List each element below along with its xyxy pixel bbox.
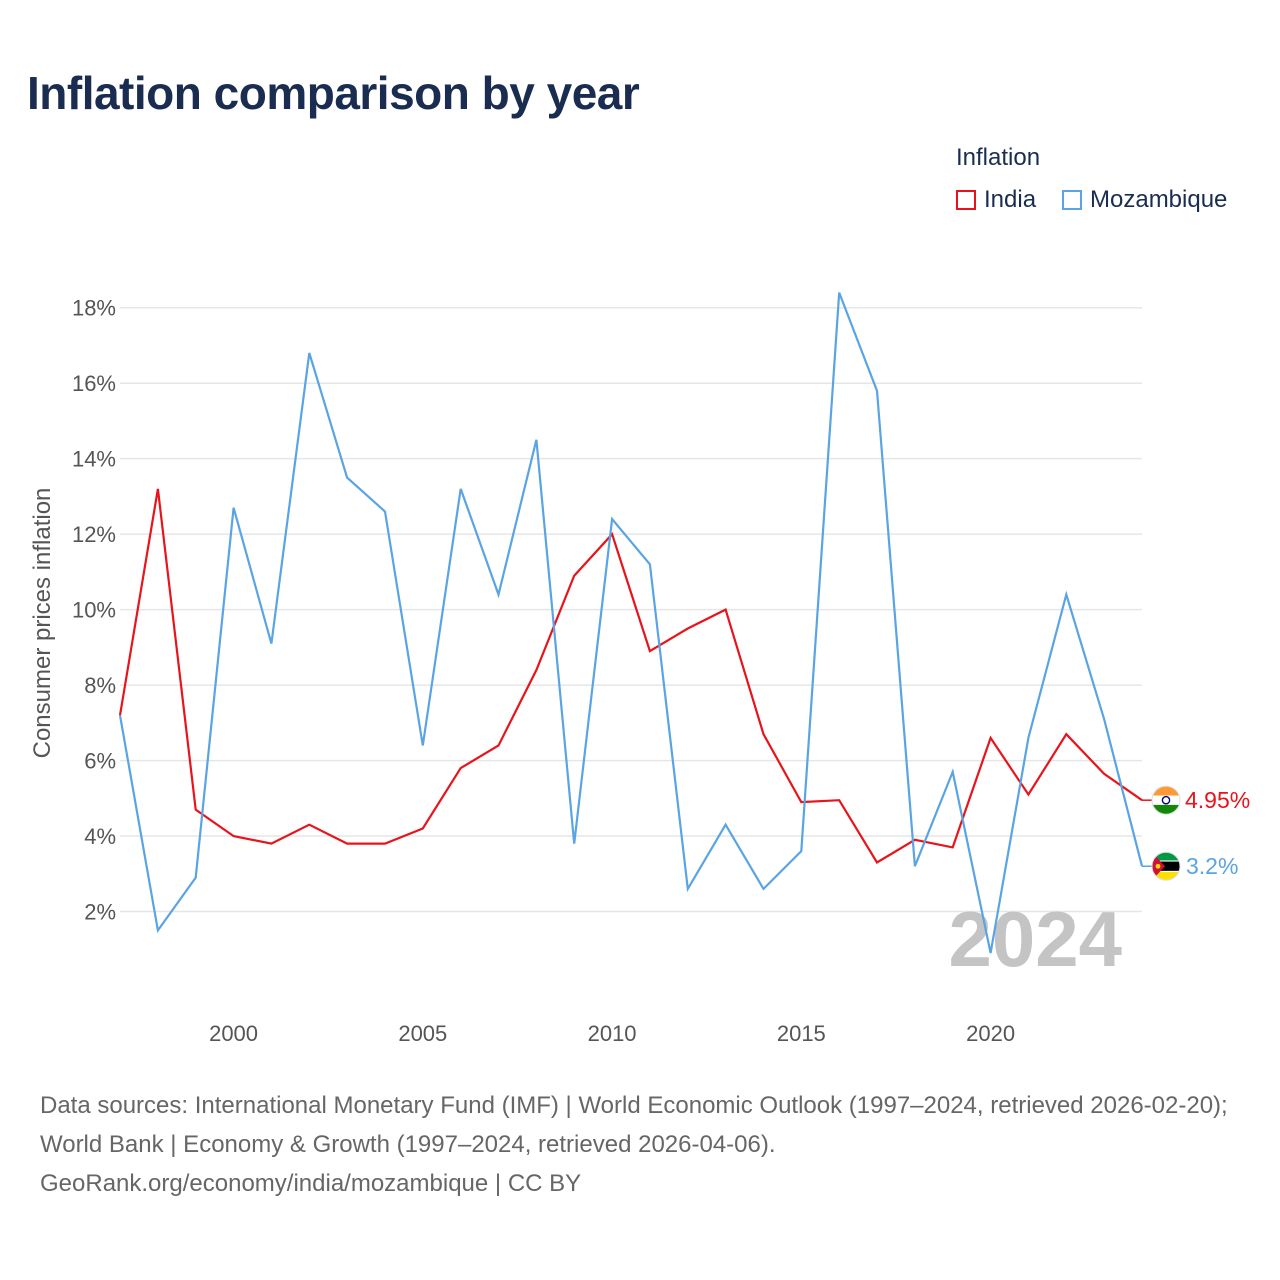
data-point-mozambique[interactable] — [307, 351, 312, 356]
data-point-india[interactable] — [685, 626, 690, 631]
data-point-india[interactable] — [799, 800, 804, 805]
data-point-mozambique[interactable] — [799, 849, 804, 854]
data-point-mozambique[interactable] — [610, 517, 615, 522]
data-point-india[interactable] — [155, 486, 160, 491]
legend-label-india: India — [984, 186, 1037, 213]
data-point-india[interactable] — [420, 826, 425, 831]
y-tick-label: 8% — [84, 673, 116, 698]
data-point-india[interactable] — [345, 841, 350, 846]
y-tick-label: 4% — [84, 824, 116, 849]
inflation-line-chart: 2% 4% 6% 8% 10% 12% 14% 16% 18% 2000 2005 2010 2015… — [29, 290, 1250, 1046]
data-point-india[interactable] — [723, 607, 728, 612]
legend-item-mozambique[interactable]: Mozambique — [1062, 186, 1227, 214]
x-tick-label: 2010 — [588, 1021, 637, 1046]
data-point-mozambique[interactable] — [345, 475, 350, 480]
legend-label-mozambique: Mozambique — [1090, 186, 1228, 213]
data-point-mozambique[interactable] — [118, 713, 123, 718]
legend-item-india[interactable]: India — [956, 186, 1036, 214]
y-tick-label: 2% — [84, 900, 116, 925]
data-point-india[interactable] — [988, 735, 993, 740]
mozambique-end-value-label: 3.2% — [1186, 853, 1238, 879]
x-axis-ticks: 2000 2005 2010 2015 2020 — [209, 1021, 1015, 1046]
data-point-mozambique[interactable] — [193, 875, 198, 880]
data-point-mozambique[interactable] — [875, 388, 880, 393]
data-point-india[interactable] — [875, 860, 880, 865]
data-point-mozambique[interactable] — [988, 951, 993, 956]
data-point-india[interactable] — [761, 732, 766, 737]
india-end-value-label: 4.95% — [1185, 787, 1250, 813]
data-point-mozambique[interactable] — [534, 437, 539, 442]
mozambique-flag-icon — [1151, 851, 1181, 881]
series-line-india[interactable] — [118, 488, 1143, 865]
data-point-india[interactable] — [269, 841, 274, 846]
y-tick-label: 10% — [72, 598, 116, 623]
y-axis-ticks: 2% 4% 6% 8% 10% 12% 14% 16% 18% — [72, 296, 116, 925]
data-point-india[interactable] — [647, 649, 652, 654]
legend-swatch-india — [956, 190, 976, 210]
data-point-mozambique[interactable] — [647, 562, 652, 567]
data-point-india[interactable] — [837, 798, 842, 803]
y-tick-label: 14% — [72, 447, 116, 472]
data-point-mozambique[interactable] — [155, 928, 160, 933]
data-point-mozambique[interactable] — [1102, 717, 1107, 722]
data-point-mozambique[interactable] — [912, 864, 917, 869]
data-point-india[interactable] — [382, 841, 387, 846]
data-point-mozambique[interactable] — [382, 509, 387, 514]
data-point-india[interactable] — [496, 743, 501, 748]
chart-title: Inflation comparison by year — [27, 67, 640, 119]
data-point-mozambique[interactable] — [496, 592, 501, 597]
footer: Data sources: International Monetary Fun… — [40, 1086, 1250, 1203]
y-axis-title: Consumer prices inflation — [29, 488, 56, 759]
x-tick-label: 2015 — [777, 1021, 826, 1046]
y-tick-label: 12% — [72, 522, 116, 547]
legend-swatch-mozambique — [1062, 190, 1082, 210]
data-point-india[interactable] — [1102, 771, 1107, 776]
data-sources-text: Data sources: International Monetary Fun… — [40, 1092, 1228, 1158]
data-point-india[interactable] — [534, 668, 539, 673]
series-line-mozambique[interactable] — [118, 292, 1144, 954]
data-point-india[interactable] — [1064, 732, 1069, 737]
data-point-mozambique[interactable] — [231, 505, 236, 510]
data-point-india[interactable] — [950, 845, 955, 850]
data-point-mozambique[interactable] — [572, 841, 577, 846]
y-tick-label: 6% — [84, 749, 116, 774]
data-point-mozambique[interactable] — [1026, 735, 1031, 740]
year-watermark: 2024 — [948, 895, 1122, 983]
data-point-india[interactable] — [193, 807, 198, 812]
data-point-india[interactable] — [458, 766, 463, 771]
data-point-india[interactable] — [572, 573, 577, 578]
data-point-mozambique[interactable] — [761, 886, 766, 891]
data-point-mozambique[interactable] — [1064, 592, 1069, 597]
data-point-india[interactable] — [231, 834, 236, 839]
data-point-mozambique[interactable] — [420, 743, 425, 748]
y-tick-label: 18% — [72, 296, 116, 321]
x-tick-label: 2005 — [398, 1021, 447, 1046]
data-point-mozambique[interactable] — [458, 486, 463, 491]
x-tick-label: 2000 — [209, 1021, 258, 1046]
credit-link[interactable]: GeoRank.org/economy/india/mozambique | C… — [40, 1170, 582, 1197]
grid-lines — [120, 306, 1142, 913]
data-point-mozambique[interactable] — [723, 822, 728, 827]
data-point-mozambique[interactable] — [269, 641, 274, 646]
series-lines — [118, 290, 1144, 956]
data-point-mozambique[interactable] — [837, 290, 842, 295]
india-flag-icon — [1151, 785, 1181, 815]
data-point-india[interactable] — [1026, 792, 1031, 797]
data-point-india[interactable] — [307, 822, 312, 827]
y-tick-label: 16% — [72, 371, 116, 396]
data-point-mozambique[interactable] — [685, 886, 690, 891]
x-tick-label: 2020 — [966, 1021, 1015, 1046]
end-markers: 4.95% 3.2% — [1142, 785, 1250, 881]
legend-title: Inflation — [956, 144, 1041, 171]
data-point-mozambique[interactable] — [950, 769, 955, 774]
